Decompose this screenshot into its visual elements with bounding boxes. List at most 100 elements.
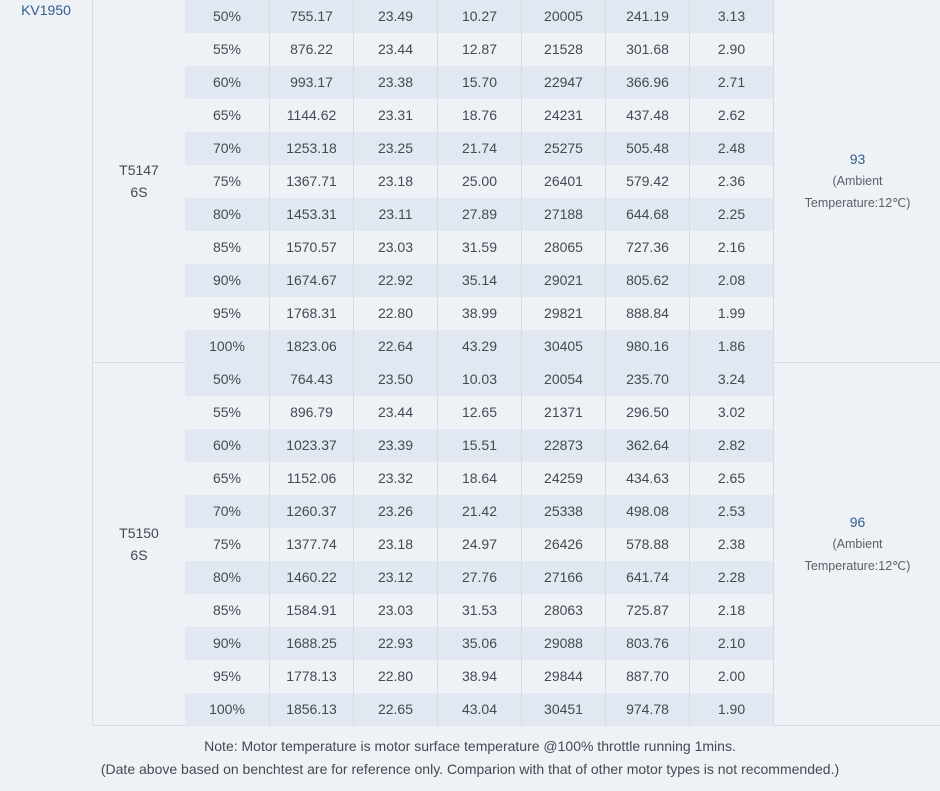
table-cell: 2.28 (690, 561, 773, 594)
table-cell: 21.42 (438, 495, 522, 528)
table-cell: 60% (185, 429, 270, 462)
table-cell: 21.74 (438, 132, 522, 165)
table-cell: 3.02 (690, 396, 773, 429)
table-cell: 90% (185, 627, 270, 660)
footer-note-line-2: (Date above based on benchtest are for r… (0, 761, 940, 777)
table-row: 50% 755.17 23.49 10.27 20005 241.19 3.13 (185, 0, 773, 33)
table-row: 55% 876.22 23.44 12.87 21528 301.68 2.90 (185, 33, 773, 66)
motor-name: KV1950 (0, 2, 92, 18)
table-cell: 100% (185, 330, 270, 363)
table-row: 80% 1453.31 23.11 27.89 27188 644.68 2.25 (185, 198, 773, 231)
table-cell: 980.16 (606, 330, 690, 363)
motor-column: KV1950 (0, 0, 93, 725)
table-cell: 30405 (522, 330, 606, 363)
table-cell: 23.38 (354, 66, 438, 99)
table-cell: 80% (185, 198, 270, 231)
table-cell: 24231 (522, 99, 606, 132)
table-cell: 28063 (522, 594, 606, 627)
table-cell: 1367.71 (270, 165, 354, 198)
temperature-cell-group-1: 93 (Ambient Temperature:12℃) (773, 0, 940, 363)
table-cell: 10.27 (438, 0, 522, 33)
table-cell: 22.93 (354, 627, 438, 660)
table-cell: 38.94 (438, 660, 522, 693)
table-cell: 2.08 (690, 264, 773, 297)
table-cell: 23.44 (354, 33, 438, 66)
table-cell: 641.74 (606, 561, 690, 594)
table-cell: 18.76 (438, 99, 522, 132)
table-cell: 35.14 (438, 264, 522, 297)
table-cell: 2.48 (690, 132, 773, 165)
table-cell: 2.10 (690, 627, 773, 660)
table-cell: 2.65 (690, 462, 773, 495)
table-cell: 23.03 (354, 231, 438, 264)
prop-config-t5150: T5150 6S (93, 363, 185, 726)
table-cell: 100% (185, 693, 270, 726)
table-cell: 1453.31 (270, 198, 354, 231)
table-cell: 24.97 (438, 528, 522, 561)
table-cell: 43.04 (438, 693, 522, 726)
table-cell: 29088 (522, 627, 606, 660)
table-row: 95% 1768.31 22.80 38.99 29821 888.84 1.99 (185, 297, 773, 330)
table-cell: 23.31 (354, 99, 438, 132)
table-cell: 85% (185, 231, 270, 264)
table-cell: 70% (185, 132, 270, 165)
table-cell: 22.80 (354, 660, 438, 693)
table-cell: 27166 (522, 561, 606, 594)
table-cell: 25338 (522, 495, 606, 528)
battery-config: 6S (119, 544, 159, 566)
table-cell: 29021 (522, 264, 606, 297)
table-cell: 1688.25 (270, 627, 354, 660)
table-cell: 31.59 (438, 231, 522, 264)
table-cell: 50% (185, 0, 270, 33)
table-cell: 1023.37 (270, 429, 354, 462)
table-row: 80% 1460.22 23.12 27.76 27166 641.74 2.28 (185, 561, 773, 594)
table-cell: 1.99 (690, 297, 773, 330)
table-cell: 805.62 (606, 264, 690, 297)
footer-note-line-1: Note: Motor temperature is motor surface… (0, 738, 940, 754)
temperature-value: 96 (850, 511, 866, 533)
table-cell: 23.12 (354, 561, 438, 594)
table-cell: 1674.67 (270, 264, 354, 297)
table-cell: 235.70 (606, 363, 690, 396)
battery-config: 6S (119, 181, 159, 203)
table-cell: 12.87 (438, 33, 522, 66)
table-cell: 12.65 (438, 396, 522, 429)
table-cell: 1253.18 (270, 132, 354, 165)
table-cell: 70% (185, 495, 270, 528)
table-cell: 644.68 (606, 198, 690, 231)
table-cell: 18.64 (438, 462, 522, 495)
table-cell: 1.90 (690, 693, 773, 726)
table-cell: 50% (185, 363, 270, 396)
ambient-temperature: Temperature:12℃) (805, 192, 911, 214)
prop-config-t5147: T5147 6S (93, 0, 185, 363)
table-cell: 23.18 (354, 165, 438, 198)
table-cell: 20005 (522, 0, 606, 33)
table-cell: 27.89 (438, 198, 522, 231)
table-cell: 95% (185, 660, 270, 693)
table-cell: 578.88 (606, 528, 690, 561)
table-cell: 1144.62 (270, 99, 354, 132)
table-cell: 23.03 (354, 594, 438, 627)
table-cell: 1377.74 (270, 528, 354, 561)
table-cell: 1856.13 (270, 693, 354, 726)
table-cell: 1823.06 (270, 330, 354, 363)
table-cell: 15.51 (438, 429, 522, 462)
table-cell: 25.00 (438, 165, 522, 198)
ambient-temperature: Temperature:12℃) (805, 555, 911, 577)
table-cell: 43.29 (438, 330, 522, 363)
footer-note: Note: Motor temperature is motor surface… (0, 726, 940, 791)
table-cell: 26426 (522, 528, 606, 561)
table-cell: 2.82 (690, 429, 773, 462)
table-cell: 23.49 (354, 0, 438, 33)
table-cell: 3.24 (690, 363, 773, 396)
table-cell: 22.64 (354, 330, 438, 363)
table-cell: 65% (185, 99, 270, 132)
table-cell: 896.79 (270, 396, 354, 429)
table-cell: 241.19 (606, 0, 690, 33)
table-cell: 434.63 (606, 462, 690, 495)
table-cell: 2.16 (690, 231, 773, 264)
table-cell: 10.03 (438, 363, 522, 396)
temperature-value: 93 (850, 148, 866, 170)
table-cell: 21371 (522, 396, 606, 429)
table-cell: 2.53 (690, 495, 773, 528)
